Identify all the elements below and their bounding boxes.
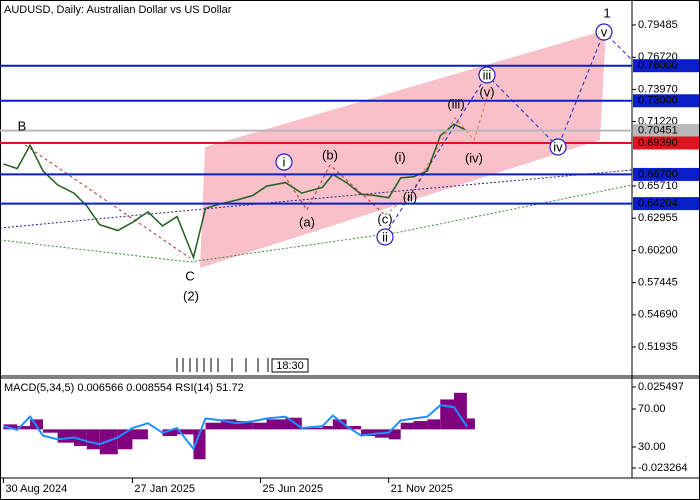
wave-label: B — [18, 118, 27, 133]
macd-bar — [42, 429, 58, 433]
wave-label: (a) — [299, 214, 315, 229]
y2-tick-label: 70.00 — [638, 403, 666, 415]
x-tick-label: 30 Aug 2024 — [5, 483, 67, 495]
y-tick-label: 0.60200 — [638, 244, 678, 256]
macd-bar — [440, 399, 455, 430]
macd-bar — [413, 421, 428, 430]
y-tick-label: 0.51935 — [638, 341, 678, 353]
time-box — [271, 358, 309, 373]
wave-label: ii — [382, 229, 388, 244]
macd-bar — [162, 429, 178, 436]
wave-label: 1 — [603, 5, 610, 20]
level-box — [633, 167, 699, 181]
x-tick-label: 21 Nov 2025 — [391, 483, 453, 495]
macd-bar — [220, 419, 237, 430]
wave-circle — [549, 138, 567, 156]
macd-bar — [73, 429, 87, 446]
wave-circle — [376, 228, 394, 246]
macd-bar — [301, 427, 323, 430]
macd-bar — [346, 426, 362, 430]
wave-line — [384, 87, 491, 216]
level-label: 0.66700 — [638, 168, 678, 180]
time-label: 18:30 — [276, 360, 304, 372]
macd-bar — [388, 429, 401, 440]
level-label: 0.73000 — [638, 95, 678, 107]
x-tick-label: 27 Jan 2025 — [134, 483, 195, 495]
y2-tick-label: 30.00 — [638, 441, 666, 453]
macd-bar — [3, 424, 18, 430]
y-tick-label: 0.025497 — [638, 381, 684, 393]
trend-line — [0, 169, 633, 229]
wave-label: v — [601, 24, 608, 39]
level-box — [633, 197, 699, 211]
wave-label: (iii) — [447, 96, 464, 111]
level-label: 0.69390 — [638, 137, 678, 149]
wave-label: (ii) — [403, 189, 417, 204]
wave-label: (2) — [183, 288, 199, 303]
macd-bar — [427, 419, 441, 430]
wave-circle — [478, 66, 496, 84]
y-tick-label: -0.023264 — [638, 462, 688, 474]
price-line — [3, 123, 468, 260]
x-tick-label: 25 Jun 2025 — [263, 483, 324, 495]
macd-bar — [400, 422, 414, 430]
channel — [200, 30, 606, 268]
macd-bar — [332, 419, 347, 430]
level-box — [633, 136, 699, 150]
macd-bar — [193, 429, 206, 460]
macd-bar — [236, 421, 253, 430]
wave-circle — [595, 23, 613, 41]
level-box — [633, 94, 699, 108]
wave-label: i — [283, 154, 286, 169]
wave-label: iii — [483, 67, 492, 82]
macd-bar — [266, 419, 286, 430]
y-tick-label: 0.65710 — [638, 180, 678, 192]
indicator-title: MACD(5,34,5) 0.006566 0.008554 RSI(14) 5… — [4, 382, 244, 394]
macd-bar — [57, 429, 74, 443]
wave-label: iv — [553, 139, 563, 154]
macd-bar — [17, 426, 31, 430]
level-label: 0.76000 — [638, 60, 678, 72]
wave-label: (c) — [377, 211, 392, 226]
y-tick-label: 0.57445 — [638, 277, 678, 289]
macd-bar — [86, 429, 100, 450]
chart-title: AUDUSD, Daily: Australian Dollar vs US D… — [4, 4, 232, 16]
macd-bar — [361, 429, 375, 436]
y-tick-label: 0.62955 — [638, 212, 678, 224]
wave-label: (i) — [394, 149, 406, 164]
wave-label: (v) — [479, 84, 494, 99]
wave-circle — [275, 153, 293, 171]
macd-bar — [132, 429, 148, 440]
level-label: 0.70451 — [638, 124, 678, 136]
rsi-line — [3, 404, 468, 451]
wave-label: (iv) — [465, 150, 483, 165]
wave-line — [283, 164, 386, 216]
level-box — [633, 124, 699, 138]
session-marks — [176, 358, 269, 372]
wave-label: (b) — [322, 147, 338, 162]
y-tick-label: 0.54690 — [638, 309, 678, 321]
y-tick-label: 0.73970 — [638, 83, 678, 95]
macd-bar — [322, 426, 333, 430]
macd-bar — [285, 417, 302, 430]
y-tick-label: 0.79485 — [638, 19, 678, 31]
trend-line — [0, 184, 633, 263]
level-label: 0.64204 — [638, 198, 678, 210]
macd-bar — [466, 418, 475, 430]
macd-bar — [177, 429, 194, 435]
level-box — [633, 59, 699, 73]
macd-bar — [252, 422, 267, 430]
macd-bar — [205, 422, 221, 430]
wave-label: C — [185, 268, 194, 283]
